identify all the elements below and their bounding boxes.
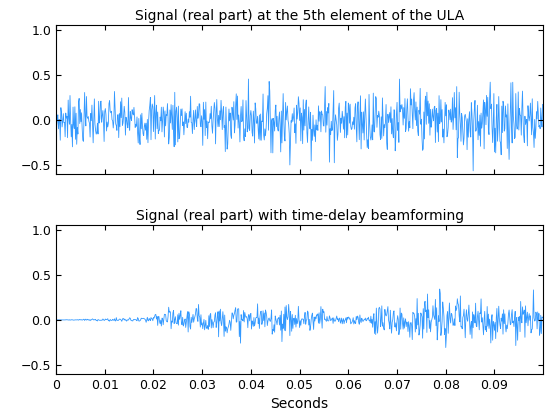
Title: Signal (real part) at the 5th element of the ULA: Signal (real part) at the 5th element of… (135, 9, 464, 23)
Title: Signal (real part) with time-delay beamforming: Signal (real part) with time-delay beamf… (136, 209, 464, 223)
X-axis label: Seconds: Seconds (270, 397, 329, 411)
